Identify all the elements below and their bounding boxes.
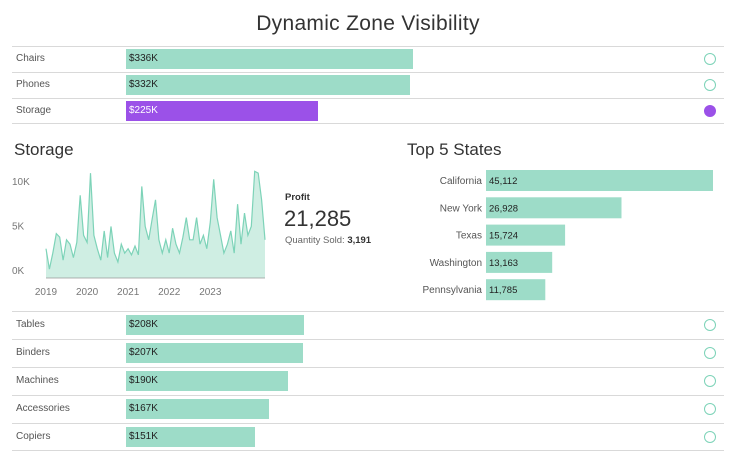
category-bar[interactable] [126, 343, 303, 363]
category-label: Tables [16, 319, 45, 330]
storage-profit-area-chart: 0K 5K 10K 2019 2020 2021 2022 2023 [12, 170, 266, 298]
category-row-binders[interactable]: Binders $207K [12, 339, 724, 367]
x-tick-label: 2020 [76, 287, 99, 298]
category-label: Accessories [16, 403, 70, 414]
category-value: $190K [129, 375, 158, 386]
state-label: Pennsylvania [423, 285, 483, 296]
category-value: $151K [129, 431, 158, 442]
radio-icon[interactable] [704, 53, 716, 65]
state-value-label: 13,163 [489, 258, 518, 269]
x-tick-label: 2023 [199, 287, 222, 298]
kpi-label: Profit [285, 192, 310, 203]
category-bar[interactable] [126, 49, 413, 69]
category-row-machines[interactable]: Machines $190K [12, 367, 724, 395]
row-divider [12, 123, 724, 124]
kpi-quantity: Quantity Sold: 3,191 [285, 235, 371, 246]
radio-icon[interactable] [704, 431, 716, 443]
kpi-value: 21,285 [284, 206, 352, 231]
category-bar[interactable] [126, 101, 319, 121]
row-divider [12, 367, 724, 368]
row-divider [12, 72, 724, 73]
state-value-label: 15,724 [489, 231, 518, 242]
area-line [45, 170, 266, 270]
y-tick-label: 10K [12, 177, 30, 188]
state-label: Texas [456, 231, 482, 242]
category-bar[interactable] [126, 399, 269, 419]
category-label: Copiers [16, 431, 51, 442]
category-bar[interactable] [126, 315, 304, 335]
state-bar[interactable] [486, 170, 713, 191]
area-fill [46, 171, 265, 278]
category-value: $208K [129, 319, 158, 330]
row-divider [12, 311, 724, 312]
row-divider [12, 450, 724, 451]
category-value: $167K [129, 403, 158, 414]
y-tick-label: 0K [12, 266, 25, 277]
category-label: Binders [16, 347, 50, 358]
radio-icon[interactable] [704, 347, 716, 359]
dashboard-title: Dynamic Zone Visibility [256, 12, 480, 35]
y-tick-label: 5K [12, 221, 25, 232]
category-row-copiers[interactable]: Copiers $151K [12, 423, 724, 451]
category-row-storage[interactable]: Storage $225K [12, 98, 724, 124]
category-value: $225K [129, 105, 158, 116]
radio-icon[interactable] [704, 403, 716, 415]
category-label: Chairs [16, 53, 45, 64]
category-value: $336K [129, 53, 158, 64]
category-row-accessories[interactable]: Accessories $167K [12, 395, 724, 423]
category-bar[interactable] [126, 371, 289, 391]
state-value-label: 26,928 [489, 203, 518, 214]
x-tick-label: 2022 [158, 287, 181, 298]
row-divider [12, 98, 724, 99]
state-bar[interactable] [486, 251, 553, 273]
state-value-label: 45,112 [489, 176, 517, 187]
state-bar[interactable] [486, 224, 566, 246]
row-divider [12, 339, 724, 340]
category-value: $207K [129, 347, 158, 358]
row-divider [12, 423, 724, 424]
category-bar[interactable] [126, 427, 255, 447]
category-label: Phones [16, 79, 50, 90]
radio-icon[interactable] [704, 79, 716, 91]
category-label: Storage [16, 105, 52, 116]
row-divider [12, 395, 724, 396]
category-row-chairs[interactable]: Chairs $336K [12, 46, 724, 72]
kpi-quantity-label: Quantity Sold: [285, 235, 345, 246]
state-value-label: 11,785 [489, 285, 517, 296]
category-bar[interactable] [126, 75, 410, 95]
category-row-tables[interactable]: Tables $208K [12, 311, 724, 339]
x-tick-label: 2021 [117, 287, 140, 298]
x-tick-label: 2019 [35, 287, 58, 298]
kpi-quantity-value: 3,191 [347, 235, 372, 246]
category-row-phones[interactable]: Phones $332K [12, 72, 724, 98]
top-states-bar-chart: California 45,112 New York 26,928 Texas 15,72… [423, 170, 713, 301]
states-title: Top 5 States [407, 140, 502, 159]
detail-title: Storage [14, 140, 74, 159]
radio-icon[interactable] [704, 319, 716, 331]
row-divider [12, 46, 724, 47]
state-bar[interactable] [486, 279, 546, 301]
category-value: $332K [129, 79, 158, 90]
radio-icon[interactable] [704, 375, 716, 387]
selected-radio-icon[interactable] [704, 105, 716, 117]
state-label: New York [440, 203, 483, 214]
state-bar[interactable] [486, 197, 622, 219]
state-label: California [440, 176, 483, 187]
category-label: Machines [16, 375, 59, 386]
state-label: Washington [430, 258, 482, 269]
